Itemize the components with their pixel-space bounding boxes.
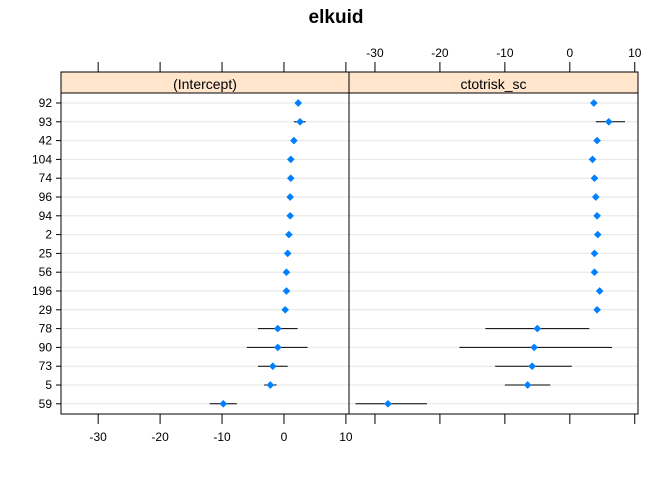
data-point [282,287,291,295]
y-tick-label: 25 [39,246,53,260]
data-point [590,99,598,107]
panel-ctotrisk-sc: ctotrisk_sc -30 -20 -10 0 10 [348,46,642,424]
data-point [286,193,294,201]
data-point [588,155,597,164]
x-tick-label: 0 [281,430,288,444]
x-tick-label: 10 [628,46,642,60]
data-point [590,174,599,183]
data-point [281,305,290,314]
data-point [591,193,600,201]
data-point [530,343,538,352]
data-point [273,343,282,352]
data-point [266,381,275,389]
panel-strip-label: (Intercept) [173,76,237,92]
y-tick-label: 196 [32,284,52,298]
x-tick-label: 10 [339,430,353,444]
y-tick-label: 29 [39,303,53,317]
data-point [593,230,602,239]
panel-border [348,92,639,415]
y-tick-label: 104 [32,152,52,166]
data-point [290,136,298,145]
data-point [286,174,295,183]
y-tick-label: 90 [39,340,53,354]
data-point [296,117,304,126]
x-tick-label: -20 [431,46,449,60]
data-point [593,211,601,220]
data-point [528,362,536,371]
y-tick-label: 74 [39,171,53,185]
y-tick-label: 56 [39,265,53,279]
panel-intercept: (Intercept) -30 -20 -10 0 10 [60,62,353,444]
data-point [273,324,282,333]
data-point [285,230,293,239]
data-point [590,249,599,258]
data-point [593,305,601,314]
y-tick-label: 73 [39,359,53,373]
panel-strip-label: ctotrisk_sc [460,76,526,92]
data-point [384,399,392,408]
data-point [590,268,599,277]
x-tick-label: -10 [496,46,514,60]
y-tick-label: 2 [45,228,52,242]
data-point [533,324,542,333]
y-tick-label: 96 [39,190,53,204]
y-tick-label: 42 [39,134,53,148]
plot-area: (Intercept) -30 -20 -10 0 10 ctotrisk_sc -30 -20… [32,46,642,444]
y-tick-label: 78 [39,322,53,336]
x-tick-label: -30 [366,46,384,60]
x-tick-label: -10 [213,430,231,444]
data-point [294,99,303,107]
data-point [268,362,277,371]
data-point [219,399,228,408]
data-point [283,249,292,258]
data-point [604,117,613,126]
data-point [595,287,604,295]
y-tick-label: 59 [39,397,53,411]
chart-title: elkuid [309,7,364,28]
y-axis: 92 93 42 104 74 96 94 2 25 56 196 29 78 90 73 5 59 [32,96,61,411]
y-tick-label: 5 [45,378,52,392]
data-point [593,136,601,145]
x-tick-label: 0 [566,46,573,60]
y-tick-label: 92 [39,96,53,110]
data-point [286,211,294,220]
x-tick-label: -30 [89,430,107,444]
data-point [286,155,295,164]
y-tick-label: 94 [39,209,53,223]
x-tick-label: -20 [151,430,169,444]
data-point [282,268,291,277]
data-point [523,381,532,389]
y-tick-label: 93 [39,115,53,129]
